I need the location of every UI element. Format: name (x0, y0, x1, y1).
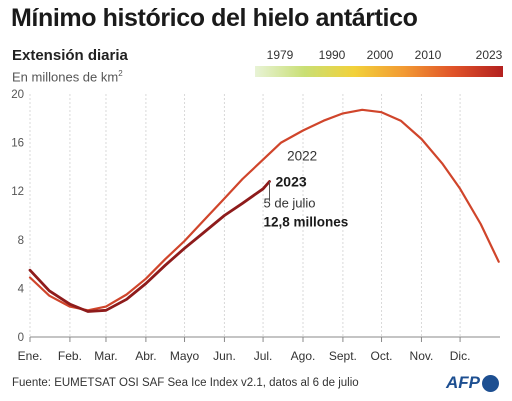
legend-tick: 2010 (414, 48, 442, 62)
legend-tick: 2000 (366, 48, 394, 62)
legend-tick: 2023 (475, 48, 503, 62)
units-superscript: 2 (118, 69, 123, 78)
afp-logo-dot (482, 374, 499, 392)
x-axis: Ene. Feb. Mar. Abr. Mayo Jun. Jul. Ago. Sept. Oct… (18, 336, 500, 363)
legend-gradient-bar (255, 66, 503, 77)
y-tick-label: 0 (18, 332, 24, 344)
annotations: 2022 2023 5 de julio 12,8 millones (264, 149, 349, 230)
x-tick-label: Nov. (410, 349, 434, 363)
x-tick-label: Sept. (329, 349, 357, 363)
chart-subtitle: Extensión diaria (12, 47, 128, 64)
x-tick-label: Dic. (450, 349, 471, 363)
source-note: Fuente: EUMETSAT OSI SAF Sea Ice Index v… (12, 377, 359, 389)
series-line-2023 (28, 180, 271, 313)
afp-logo: AFP (446, 373, 499, 393)
x-tick-label: Jul. (254, 349, 273, 363)
chart-title: Mínimo histórico del hielo antártico (11, 4, 418, 32)
legend-tick: 1979 (266, 48, 294, 62)
x-tick-label: Jun. (213, 349, 236, 363)
y-tick-label: 20 (11, 89, 24, 101)
y-tick-label: 12 (11, 186, 24, 198)
y-tick-label: 16 (11, 138, 24, 150)
x-tick-label: Oct. (371, 349, 393, 363)
y-tick-label: 8 (18, 235, 24, 247)
label-2022: 2022 (287, 149, 317, 164)
year-color-legend: 1979 1990 2000 2010 2023 (255, 48, 503, 80)
gridlines (29, 94, 461, 337)
label-2023: 2023 (276, 173, 307, 189)
x-tick-label: Mar. (94, 349, 117, 363)
units-label: En millones de km2 (12, 69, 123, 84)
x-tick-label: Feb. (58, 349, 82, 363)
afp-logo-text: AFP (446, 373, 480, 392)
x-tick-label: Ago. (291, 349, 316, 363)
units-text: En millones de km (12, 69, 119, 85)
x-tick-label: Mayo (170, 349, 200, 363)
series-line-2022 (28, 108, 500, 312)
y-tick-label: 4 (18, 283, 25, 295)
legend-tick: 1990 (318, 48, 346, 62)
y-axis: 0 4 8 12 16 20 (11, 89, 24, 344)
annotation-date: 5 de julio (264, 195, 316, 210)
series-lines (28, 108, 500, 313)
annotation-value: 12,8 millones (264, 214, 349, 229)
x-tick-label: Ene. (18, 349, 43, 363)
x-tick-label: Abr. (135, 349, 156, 363)
